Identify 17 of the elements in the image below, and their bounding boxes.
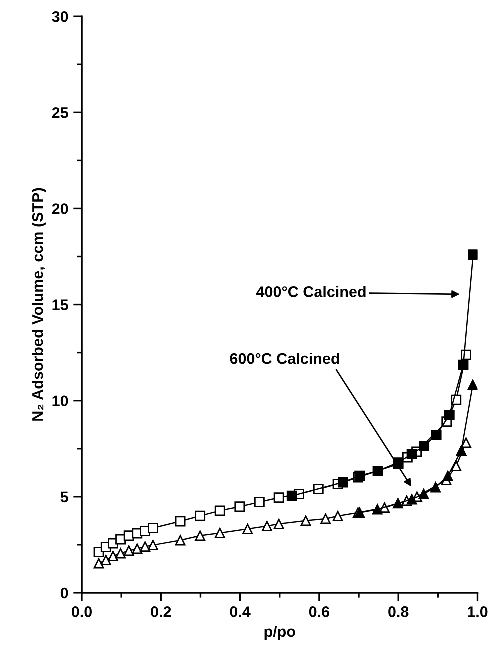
x-tick-label: 0.6 — [309, 606, 330, 618]
y-tick-label: 5 — [60, 492, 68, 503]
x-tick-label: 0.8 — [388, 606, 409, 618]
y-axis-title: N₂ Adsorbed Volume, ccm (STP) — [32, 188, 46, 421]
y-tick-label: 20 — [52, 204, 68, 214]
x-tick-label: 1.0 — [468, 606, 488, 618]
annotation: 600°C Calcined — [230, 352, 340, 364]
y-tick-label: 25 — [52, 108, 68, 118]
x-tick-label: 0.2 — [151, 606, 172, 618]
y-tick-label: 0 — [60, 588, 68, 599]
y-tick-label: 10 — [52, 396, 68, 407]
annotation: 400°C Calcined — [256, 286, 366, 298]
x-axis-title: p/po — [264, 626, 296, 640]
x-tick-label: 0.4 — [230, 606, 251, 618]
x-tick-label: 0.0 — [72, 606, 92, 618]
y-tick-label: 30 — [52, 11, 68, 22]
y-tick-label: 15 — [52, 300, 68, 310]
